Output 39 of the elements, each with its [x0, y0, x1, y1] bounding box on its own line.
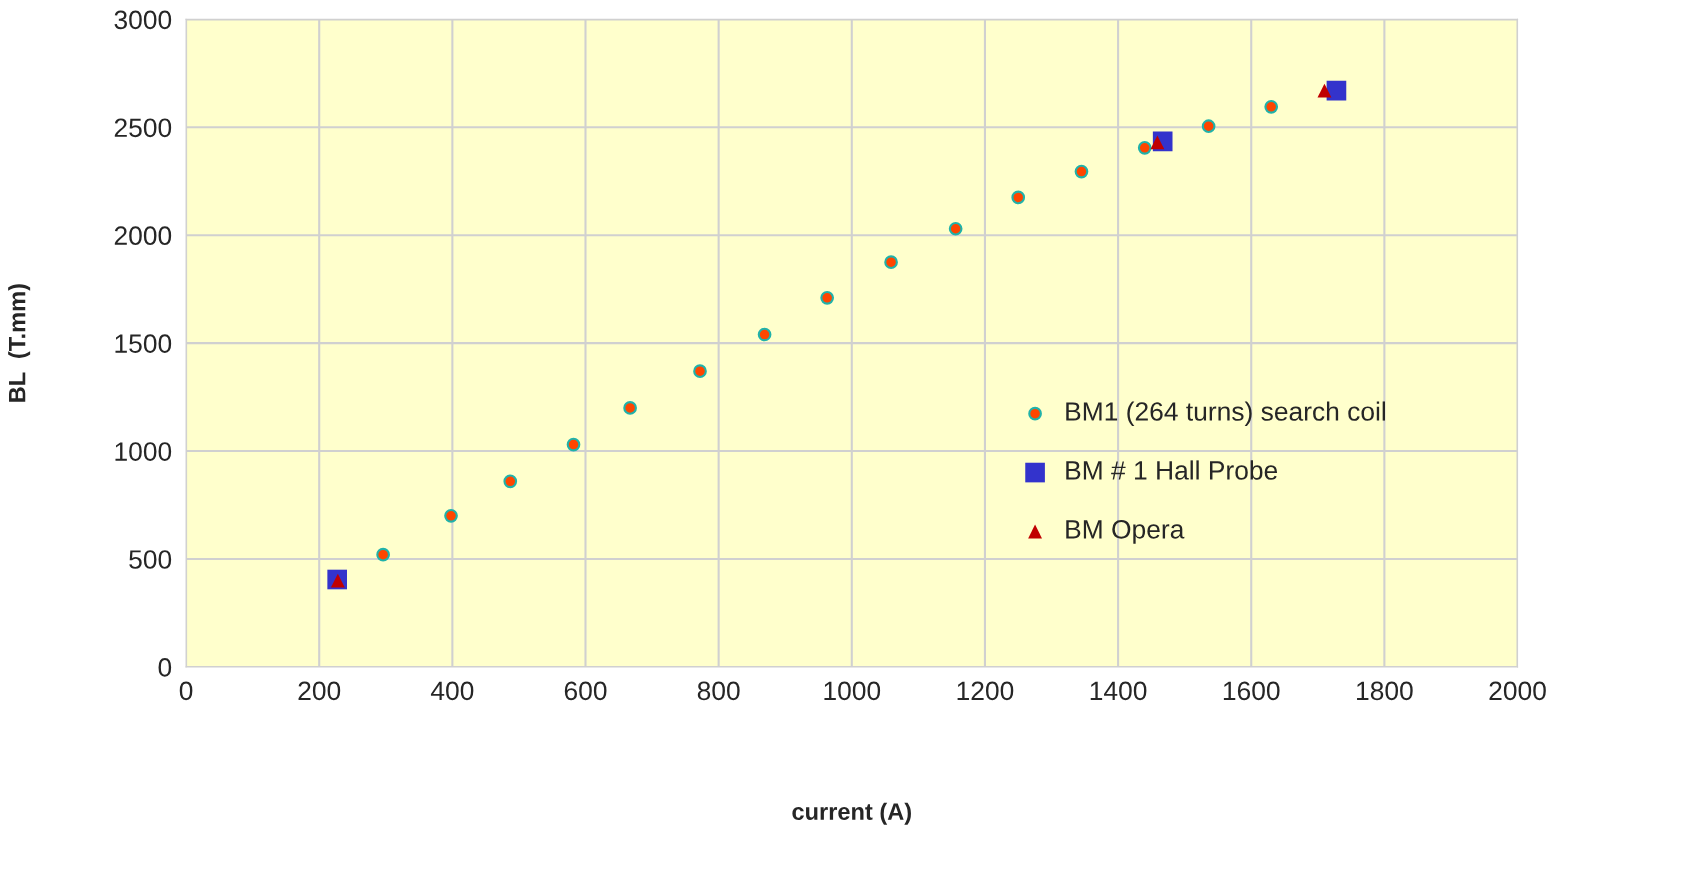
point [1264, 99, 1279, 114]
x-tick-label: 1800 [1357, 681, 1413, 701]
y-tick-label: 2500 [114, 118, 172, 138]
point [884, 255, 898, 270]
point [566, 437, 581, 452]
legend-label: BM1 (264 turns) search coil [1066, 401, 1385, 427]
x-tick-label: 800 [697, 681, 740, 701]
point [757, 327, 772, 342]
x-axis-title: current (A) [792, 802, 911, 825]
x-tick-label: 1400 [1090, 681, 1147, 701]
point [376, 547, 390, 562]
y-tick-label: 2000 [114, 226, 172, 246]
y-tick-label: 1000 [115, 442, 172, 461]
point [820, 290, 835, 305]
y-tick-label: 1500 [115, 334, 172, 353]
x-tick-label: 2000 [1489, 681, 1546, 701]
x-tick-label: 400 [430, 681, 474, 701]
y-tick-label: 500 [129, 550, 172, 569]
point [693, 364, 707, 379]
x-tick-label: 0 [179, 681, 193, 701]
x-tick-label: 600 [564, 681, 607, 701]
legend-label: BM # 1 Hall Probe [1066, 460, 1278, 480]
point [1011, 190, 1026, 205]
y-tick-label: 3000 [114, 10, 172, 30]
x-tick-label: 1600 [1223, 681, 1280, 701]
point [444, 508, 458, 523]
point [503, 474, 518, 489]
legend-label: BM Opera [1066, 519, 1185, 544]
point [1317, 83, 1332, 98]
point [623, 401, 637, 415]
point [948, 221, 963, 236]
point [1201, 119, 1216, 134]
point [1137, 140, 1152, 155]
x-tick-label: 1200 [957, 681, 1014, 701]
y-tick-label: 0 [158, 658, 172, 677]
y-axis-title: BL (T.mm) [8, 284, 31, 402]
x-tick-label: 1000 [824, 681, 881, 701]
x-tick-label: 200 [298, 681, 341, 701]
point [1074, 164, 1089, 179]
